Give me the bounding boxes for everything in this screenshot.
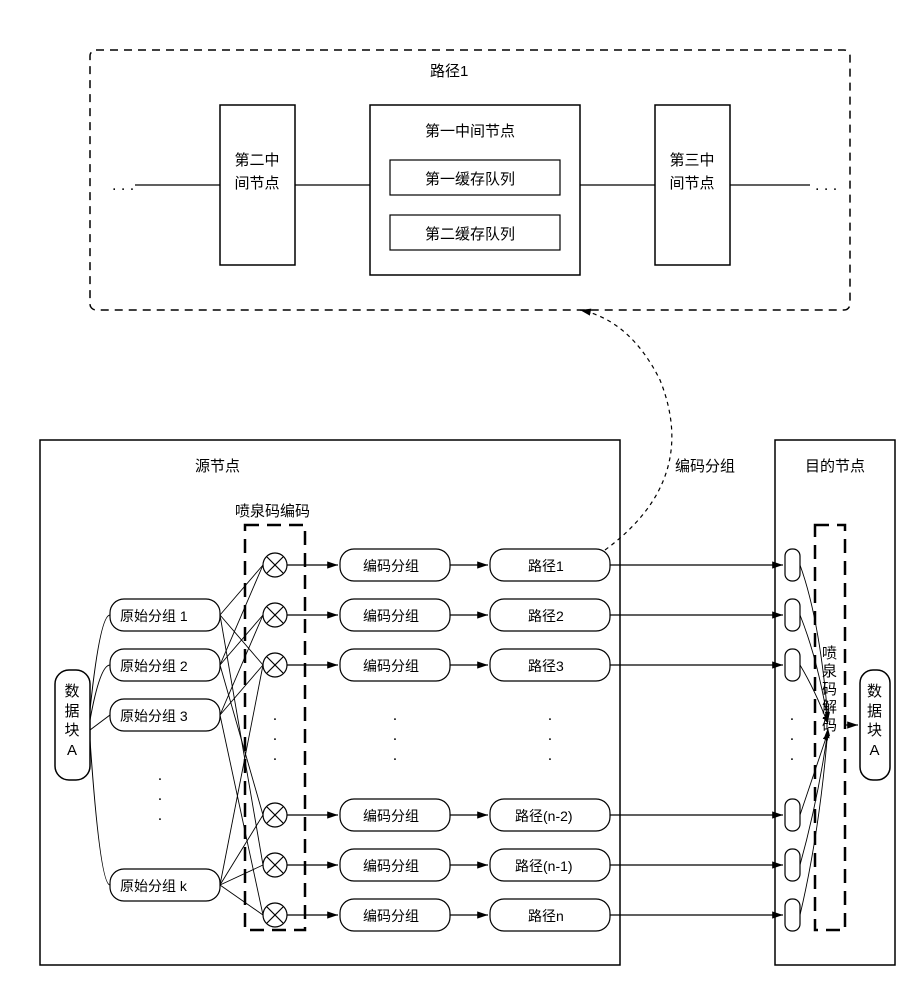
top-title: 路径1 (430, 60, 468, 81)
svg-text:.: . (548, 707, 552, 724)
svg-text:.: . (790, 707, 794, 724)
data-block-a-left: 数据块A (63, 682, 81, 760)
svg-text:.: . (548, 727, 552, 744)
svg-text:.: . (273, 707, 277, 724)
svg-text:. . .: . . . (112, 177, 134, 194)
source-title: 源节点 (195, 455, 240, 476)
enc-4: 编码分组 (363, 806, 419, 826)
path-n2: 路径(n-2) (515, 806, 573, 826)
svg-text:.: . (273, 727, 277, 744)
orig-group-1: 原始分组 1 (120, 606, 188, 626)
diagram-root: . . . . . . (20, 20, 898, 980)
node2-label: 第二中间节点 (232, 150, 282, 195)
node1-label: 第一中间节点 (425, 120, 515, 141)
enc-6: 编码分组 (363, 906, 419, 926)
svg-text:.: . (158, 767, 162, 784)
svg-text:.: . (548, 747, 552, 764)
path-1: 路径1 (528, 556, 564, 576)
data-block-a-right: 数据块A (867, 682, 882, 760)
svg-text:.: . (790, 727, 794, 744)
svg-text:.: . (393, 727, 397, 744)
enc-3: 编码分组 (363, 656, 419, 676)
svg-text:. . .: . . . (815, 177, 837, 194)
orig-group-2: 原始分组 2 (120, 656, 188, 676)
svg-text:.: . (790, 747, 794, 764)
svg-text:.: . (158, 807, 162, 824)
fountain-decode-label: 喷泉码解码 (822, 645, 837, 735)
encoding-group-annotation: 编码分组 (675, 455, 735, 476)
enc-5: 编码分组 (363, 856, 419, 876)
path-2: 路径2 (528, 606, 564, 626)
path-n: 路径n (528, 906, 564, 926)
path-n1: 路径(n-1) (515, 856, 573, 876)
orig-group-k: 原始分组 k (120, 876, 187, 896)
queue2-label: 第二缓存队列 (425, 223, 515, 244)
dest-title: 目的节点 (805, 455, 865, 476)
enc-2: 编码分组 (363, 606, 419, 626)
queue1-label: 第一缓存队列 (425, 168, 515, 189)
diagram-svg: . . . . . . (20, 20, 898, 980)
node3-label: 第三中间节点 (667, 150, 717, 195)
fountain-encode-label: 喷泉码编码 (235, 500, 310, 521)
svg-text:.: . (273, 747, 277, 764)
svg-text:.: . (393, 747, 397, 764)
enc-1: 编码分组 (363, 556, 419, 576)
path-3: 路径3 (528, 656, 564, 676)
svg-text:.: . (393, 707, 397, 724)
orig-group-3: 原始分组 3 (120, 706, 188, 726)
svg-text:.: . (158, 787, 162, 804)
